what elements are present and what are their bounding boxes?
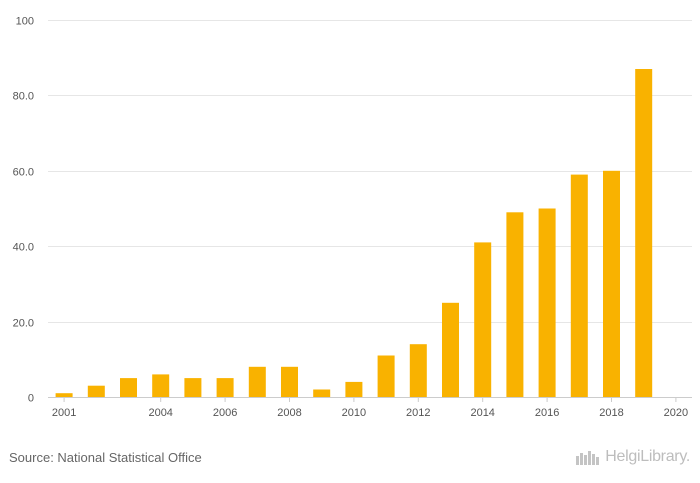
y-tick-label: 20.0 [13,318,34,330]
bar-2019 [635,69,653,397]
bar-2005 [184,378,202,397]
bar-2015 [506,212,524,397]
source-note: Source: National Statistical Office [9,450,202,465]
bar-2014 [474,242,492,397]
y-tick-label: 80.0 [13,91,34,103]
y-tick-label: 40.0 [13,242,34,254]
x-tick-label: 2008 [277,407,301,419]
brand-logo: HelgiLibrary. [575,448,690,466]
bar-2006 [216,378,234,397]
bar-2001 [55,393,73,397]
bar-chart: 0 20.0 40.0 60.0 80.0 100 2001 2004 2006 2008 201… [13,16,692,419]
library-icon [576,451,600,465]
y-tick-label: 0 [28,393,34,405]
bar-2013 [442,302,459,398]
x-tick-label: 2004 [148,407,172,419]
bar-2016 [538,208,556,397]
bar-2002 [87,385,105,397]
y-axis-ticks: 0 20.0 40.0 60.0 80.0 100 [13,16,34,405]
footer: Source: National Statistical Office Helg… [0,440,700,483]
brand-name: HelgiLibrary. [605,448,690,465]
x-tick-label: 2020 [664,407,688,419]
y-tick-label: 100 [16,16,34,28]
bar-2010 [345,381,363,397]
x-tick-label: 2014 [470,407,494,419]
x-tick-label: 2016 [535,407,559,419]
y-tick-label: 60.0 [13,167,34,179]
x-tick-label: 2018 [599,407,623,419]
x-tick-label: 2001 [52,407,76,419]
bar-2018 [603,170,620,397]
x-tick-label: 2006 [213,407,237,419]
bars [55,69,653,398]
x-axis-ticks: 2001 2004 2006 2008 2010 2012 2014 2016 2018 2020 [52,397,688,419]
bar-2017 [570,174,588,397]
bar-2011 [377,355,395,397]
x-tick-label: 2010 [342,407,366,419]
x-tick-label: 2012 [406,407,430,419]
bar-2007 [248,366,266,397]
bar-2009 [313,389,331,397]
bar-2004 [152,374,170,397]
bar-2003 [120,378,137,397]
bar-2012 [409,344,427,397]
bar-2008 [281,366,298,397]
grid-lines [48,20,692,398]
